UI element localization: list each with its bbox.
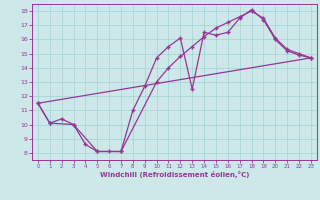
X-axis label: Windchill (Refroidissement éolien,°C): Windchill (Refroidissement éolien,°C) (100, 171, 249, 178)
